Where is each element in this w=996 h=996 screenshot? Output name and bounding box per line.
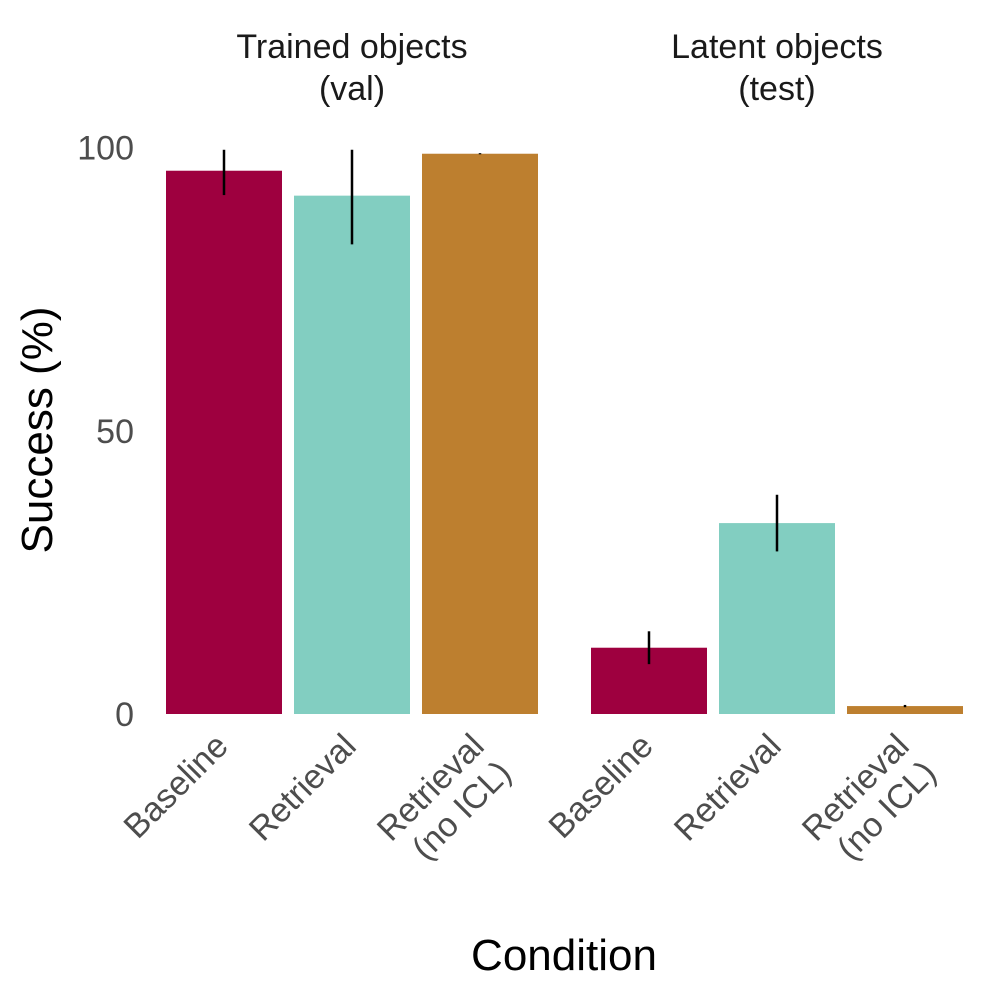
y-axis-title: Success (%) [13, 307, 62, 554]
x-tick-label: Retrieval [242, 727, 364, 849]
y-tick-label: 50 [96, 413, 134, 451]
y-tick-label: 100 [77, 130, 134, 168]
x-axis-title: Condition [471, 931, 657, 980]
bar [422, 153, 538, 714]
bar [294, 195, 410, 715]
facet-panel: Latent objects (test) Baseline Retrieval Ret… [542, 28, 963, 876]
x-tick-label: Baseline [542, 727, 661, 846]
x-tick-label: Baseline [117, 727, 236, 846]
x-tick-label: Retrieval(no ICL) [370, 727, 519, 876]
y-axis-tick-labels: 0 50 100 [77, 130, 134, 735]
facet-title: Latent objects (test) [671, 28, 883, 108]
facet-title: Trained objects (val) [236, 28, 467, 108]
facet-panels: Trained objects (val)Baseline Retrieval Ret… [117, 28, 963, 876]
y-tick-label: 0 [115, 696, 134, 734]
bar [166, 170, 282, 714]
x-tick-label: Retrieval [667, 727, 789, 849]
bar [847, 706, 963, 714]
facet-panel: Trained objects (val) Baseline Retrieval Ret… [117, 28, 538, 876]
x-tick-label: Retrieval(no ICL) [795, 727, 944, 876]
bar [719, 523, 835, 714]
